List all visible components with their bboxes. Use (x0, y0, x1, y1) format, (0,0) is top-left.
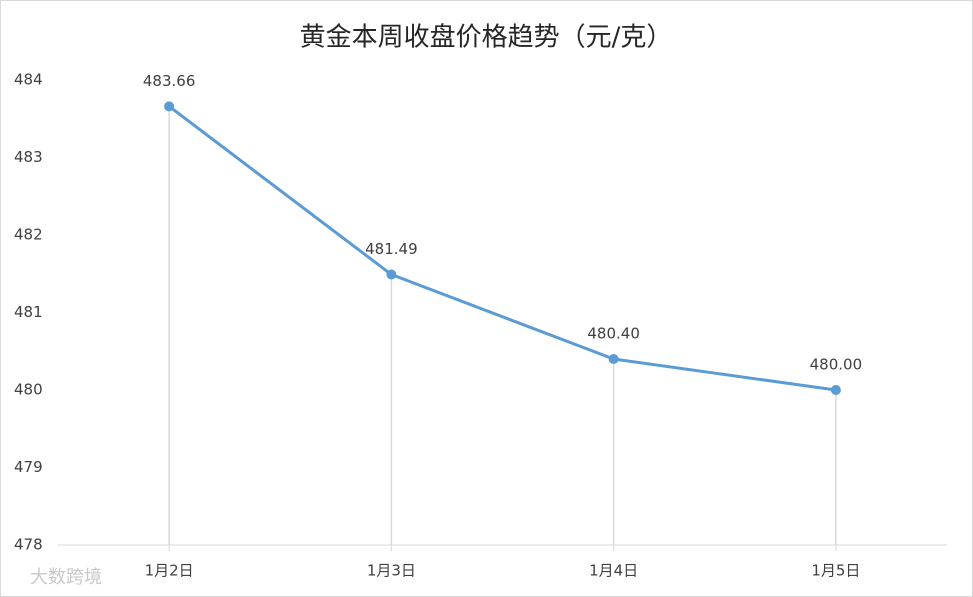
data-label: 480.40 (587, 325, 640, 343)
x-tick-label: 1月3日 (367, 562, 416, 580)
y-tick-label: 481 (14, 303, 43, 321)
y-tick-label: 479 (14, 458, 43, 476)
x-tick-label: 1月4日 (589, 562, 638, 580)
data-label: 481.49 (365, 240, 418, 258)
watermark: 大数跨境 (30, 567, 102, 588)
point (608, 354, 619, 364)
point (830, 385, 841, 395)
chart-title: 黄金本周收盘价格趋势（元/克） (300, 23, 673, 53)
y-tick-label: 478 (14, 536, 43, 554)
x-tick-label: 1月5日 (811, 562, 860, 580)
y-tick-label: 482 (14, 226, 43, 244)
data-label: 483.66 (143, 72, 196, 90)
y-tick-label: 483 (14, 148, 43, 166)
data-label: 480.00 (810, 356, 863, 374)
point (386, 269, 397, 280)
series-line (168, 105, 837, 392)
point (164, 101, 175, 112)
y-tick-label: 484 (14, 71, 43, 89)
x-tick-label: 1月2日 (145, 562, 194, 580)
y-tick-label: 480 (14, 381, 43, 399)
